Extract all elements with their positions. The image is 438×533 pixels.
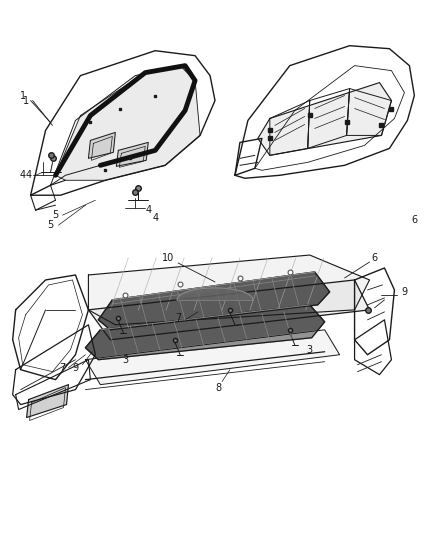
Polygon shape [88, 132, 115, 158]
Text: 4: 4 [152, 213, 158, 223]
Polygon shape [27, 385, 68, 417]
Text: 7: 7 [60, 362, 66, 373]
Polygon shape [56, 66, 200, 180]
Polygon shape [177, 288, 253, 300]
Polygon shape [88, 255, 370, 325]
Polygon shape [88, 280, 370, 340]
Text: 10: 10 [162, 253, 174, 263]
Text: 1: 1 [22, 95, 28, 106]
Text: 8: 8 [215, 383, 221, 393]
Text: 9: 9 [72, 362, 78, 373]
Text: 4: 4 [145, 205, 151, 215]
Text: 7: 7 [175, 313, 181, 323]
Polygon shape [85, 305, 325, 360]
Text: 4: 4 [25, 170, 32, 180]
Polygon shape [99, 272, 330, 330]
Text: 4: 4 [20, 170, 26, 180]
Text: 3: 3 [122, 354, 128, 365]
Polygon shape [85, 330, 339, 385]
Text: 6: 6 [411, 215, 417, 225]
Text: 3: 3 [307, 345, 313, 355]
Text: 9: 9 [401, 287, 407, 297]
Text: 5: 5 [47, 220, 54, 230]
Text: 6: 6 [371, 253, 378, 263]
Polygon shape [258, 83, 392, 155]
Text: 1: 1 [20, 91, 26, 101]
Text: 5: 5 [53, 210, 59, 220]
Polygon shape [117, 142, 148, 166]
